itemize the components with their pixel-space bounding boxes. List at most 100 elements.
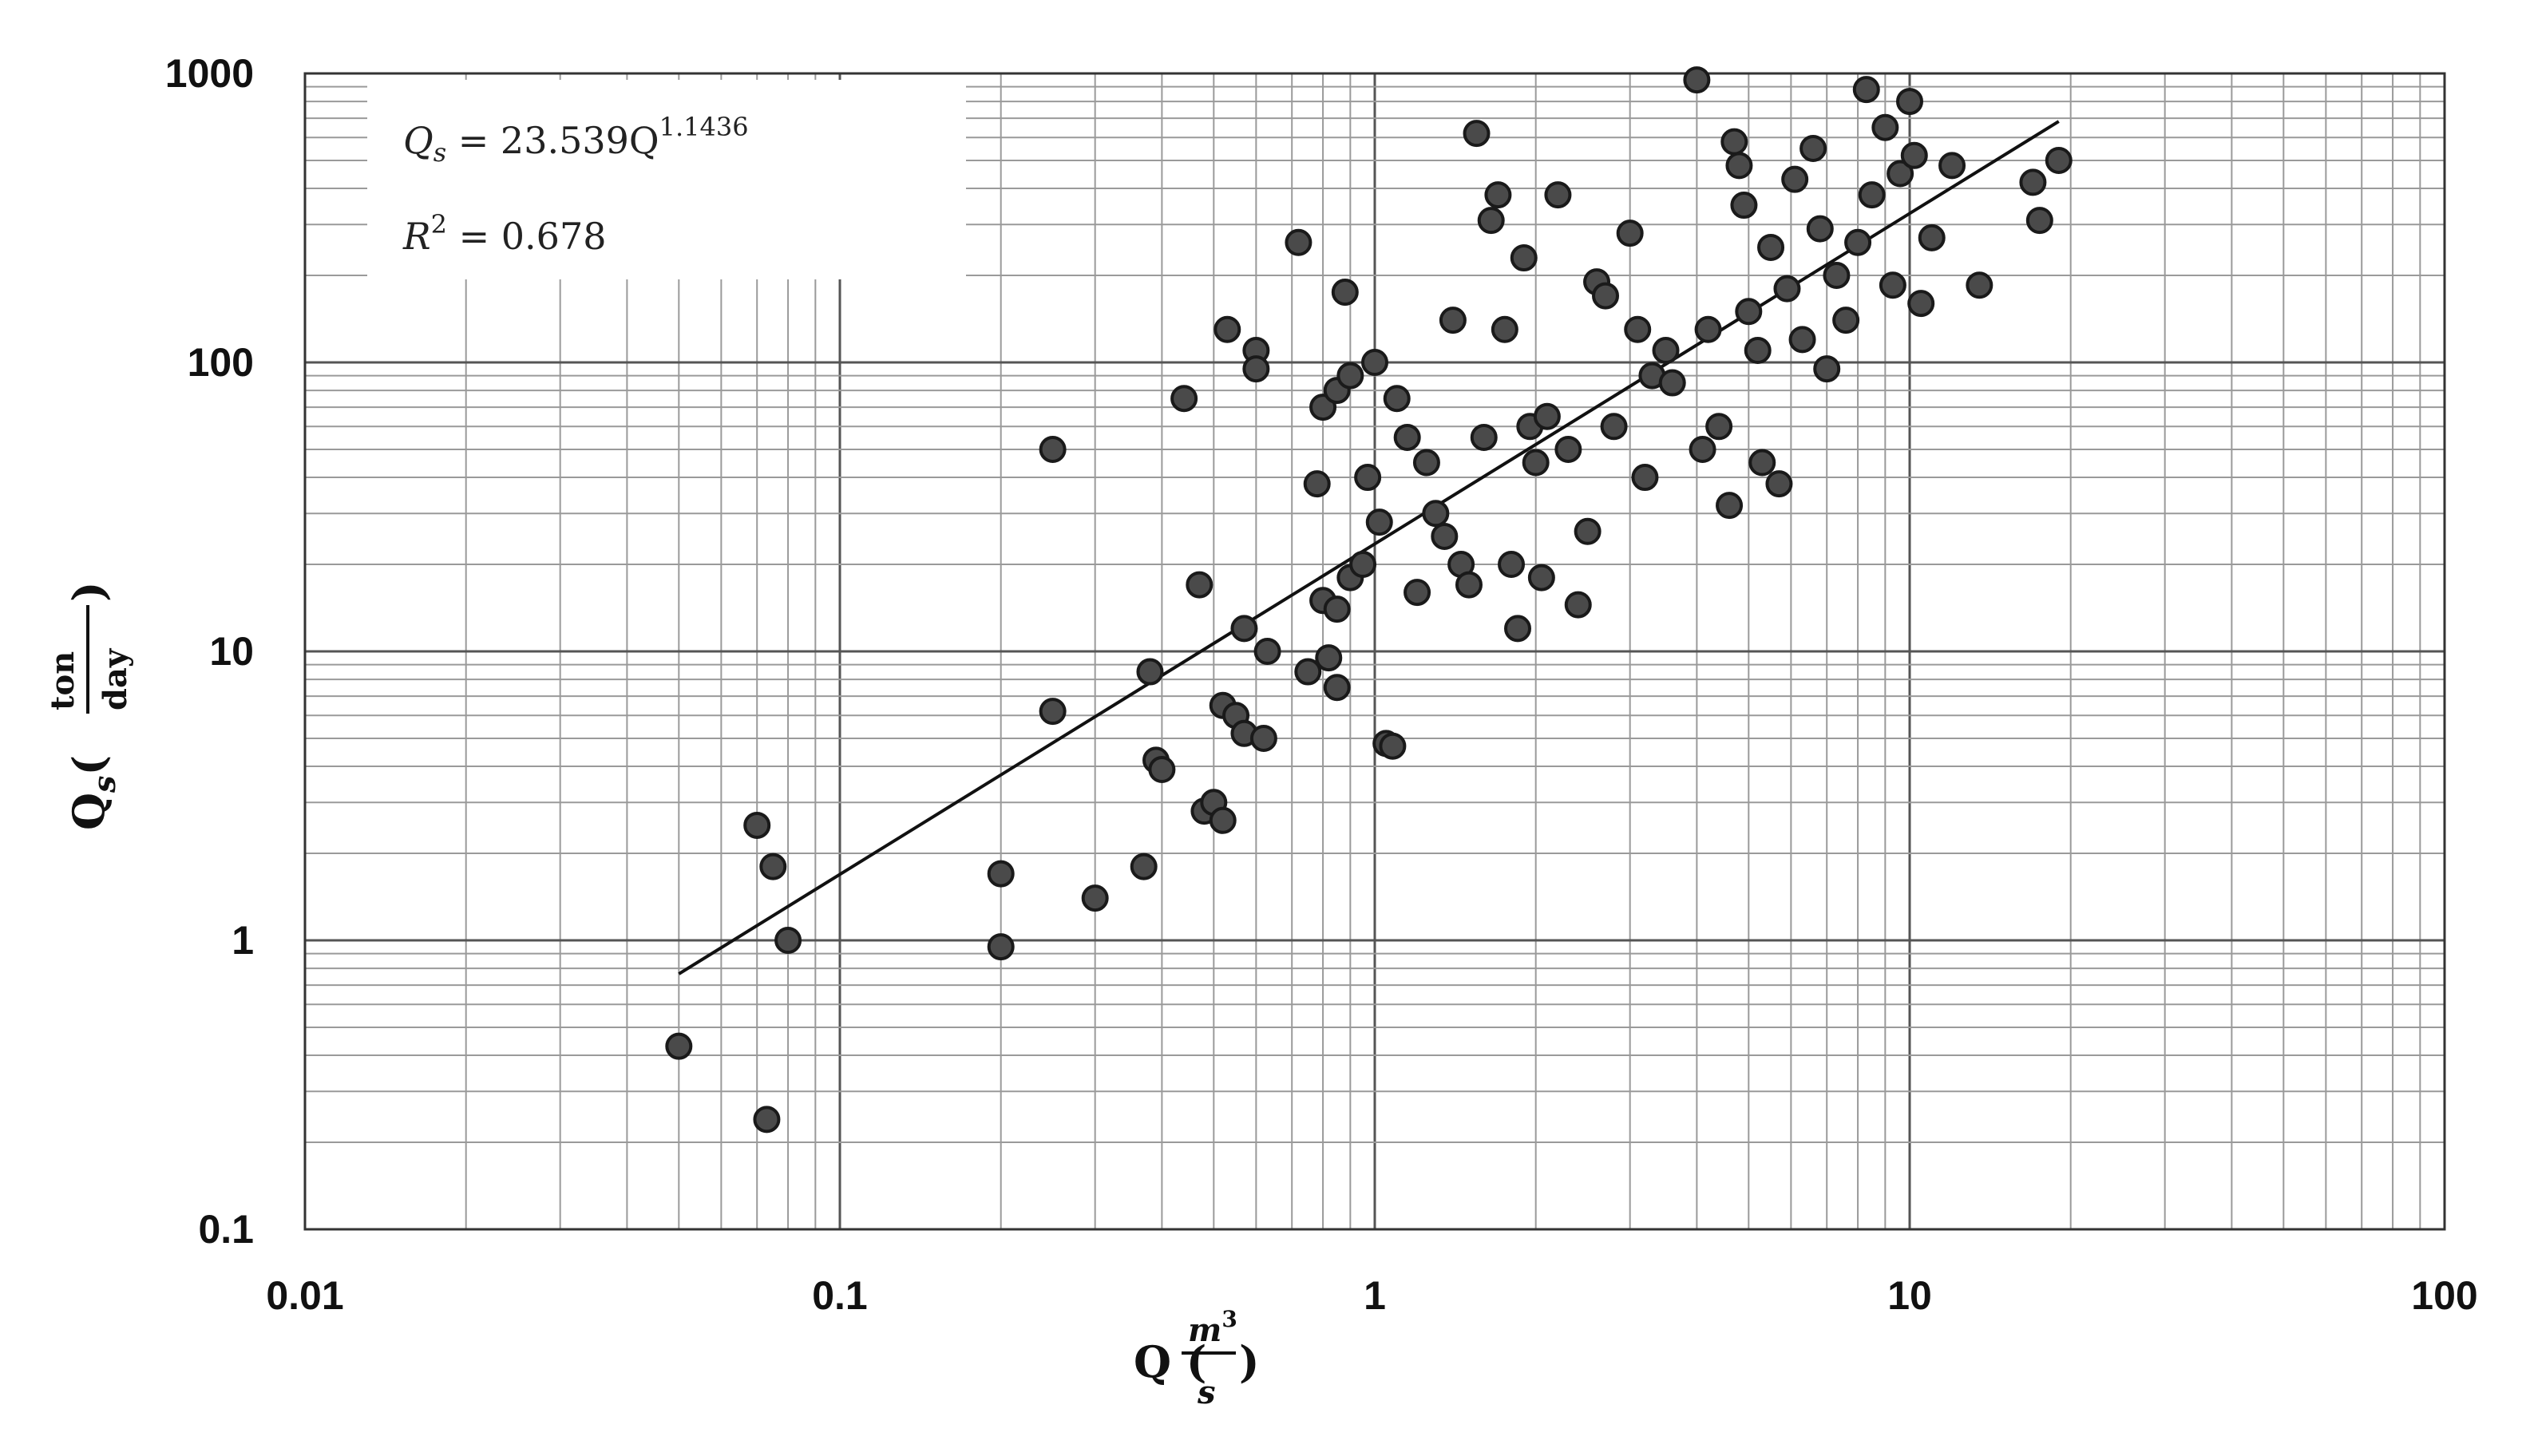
data-point bbox=[1720, 128, 1748, 156]
data-point bbox=[1477, 207, 1505, 235]
y-tick-label: 10 bbox=[209, 629, 254, 674]
data-point bbox=[1624, 315, 1652, 343]
data-point bbox=[1081, 884, 1109, 912]
data-point bbox=[1522, 449, 1550, 477]
data-point bbox=[1303, 470, 1331, 498]
svg-text:m3: m3 bbox=[1188, 1306, 1237, 1349]
data-point bbox=[1331, 279, 1359, 307]
data-point bbox=[1823, 262, 1851, 290]
data-point bbox=[1422, 500, 1450, 528]
x-tick-label: 10 bbox=[1887, 1273, 1932, 1318]
data-point bbox=[1631, 464, 1659, 492]
x-axis-label: Q ( m3 s ) bbox=[1134, 1306, 1260, 1411]
r-squared-text: R2 = 0.678 bbox=[402, 209, 606, 258]
data-point bbox=[1813, 355, 1841, 383]
data-point bbox=[1574, 517, 1602, 545]
data-point bbox=[1504, 615, 1532, 643]
data-point bbox=[1694, 315, 1722, 343]
equation-box: Qs = 23.539Q1.1436 R2 = 0.678 bbox=[367, 80, 966, 279]
data-point bbox=[774, 927, 802, 954]
data-point bbox=[743, 811, 771, 839]
data-point bbox=[1705, 413, 1733, 441]
data-point bbox=[1253, 638, 1281, 665]
data-point bbox=[1781, 165, 1809, 193]
data-point bbox=[1788, 326, 1816, 354]
data-point bbox=[1683, 66, 1711, 94]
y-tick-label: 0.1 bbox=[198, 1207, 254, 1252]
data-point bbox=[1285, 228, 1312, 256]
data-point bbox=[1379, 732, 1407, 760]
data-point bbox=[1735, 298, 1763, 326]
data-point bbox=[1938, 152, 1966, 180]
data-point bbox=[1533, 402, 1561, 430]
data-point bbox=[1773, 275, 1801, 303]
data-point bbox=[1431, 522, 1459, 550]
data-point bbox=[1455, 571, 1483, 599]
data-point bbox=[2045, 146, 2073, 174]
tick-labels: 0.01 0.1 1 10 100 0.1 1 10 100 1000 bbox=[165, 51, 2478, 1318]
data-point bbox=[1315, 644, 1343, 672]
data-point bbox=[1900, 141, 1928, 169]
data-point bbox=[1439, 307, 1467, 334]
data-point bbox=[1887, 160, 1914, 188]
data-point bbox=[1844, 228, 1872, 256]
data-point bbox=[1918, 224, 1946, 251]
data-point bbox=[1616, 220, 1644, 247]
data-point bbox=[1966, 271, 1993, 299]
data-point bbox=[1748, 449, 1776, 477]
data-point bbox=[1799, 134, 1827, 162]
data-point bbox=[1725, 152, 1753, 180]
svg-text:s: s bbox=[1197, 1374, 1216, 1411]
trendline-group bbox=[678, 120, 2060, 975]
data-point bbox=[1858, 181, 1886, 209]
data-point bbox=[759, 853, 787, 880]
trendline bbox=[678, 120, 2060, 975]
x-tick-label: 1 bbox=[1364, 1273, 1386, 1318]
data-point bbox=[1527, 564, 1555, 592]
data-point bbox=[1744, 337, 1772, 365]
data-point bbox=[665, 1032, 693, 1060]
y-tick-label: 1000 bbox=[165, 51, 254, 96]
data-point bbox=[1658, 369, 1686, 397]
data-point bbox=[1361, 349, 1388, 376]
x-tick-label: 100 bbox=[2411, 1273, 2477, 1318]
data-point bbox=[1765, 470, 1793, 498]
x-tick-label: 0.01 bbox=[266, 1273, 343, 1318]
data-point bbox=[1896, 88, 1923, 116]
data-point bbox=[1852, 76, 1880, 104]
data-point bbox=[1383, 385, 1411, 413]
data-point bbox=[1716, 492, 1744, 520]
data-point bbox=[1249, 724, 1277, 752]
data-point bbox=[1879, 271, 1906, 299]
data-point bbox=[1170, 385, 1198, 413]
data-point bbox=[1336, 362, 1364, 390]
data-point bbox=[1230, 615, 1258, 643]
data-point bbox=[1393, 423, 1421, 451]
svg-text:): ) bbox=[63, 581, 114, 602]
data-point bbox=[1689, 435, 1716, 463]
svg-text:): ) bbox=[1239, 1336, 1260, 1387]
data-points bbox=[665, 66, 2073, 1134]
data-point bbox=[753, 1106, 781, 1134]
data-point bbox=[1242, 355, 1270, 383]
data-point bbox=[1871, 113, 1899, 141]
data-point bbox=[1039, 435, 1067, 463]
data-point bbox=[1039, 698, 1067, 726]
data-point bbox=[1294, 658, 1322, 686]
data-point bbox=[1498, 551, 1526, 579]
data-point bbox=[1564, 591, 1592, 619]
data-point bbox=[1412, 449, 1440, 477]
y-tick-label: 100 bbox=[188, 340, 254, 385]
data-point bbox=[1757, 233, 1785, 261]
data-point bbox=[1136, 658, 1164, 686]
data-point bbox=[1463, 120, 1491, 148]
svg-text:ton: ton bbox=[44, 651, 81, 710]
data-point bbox=[1214, 315, 1241, 343]
data-point bbox=[1209, 806, 1237, 834]
data-point bbox=[1323, 674, 1351, 702]
data-point bbox=[1349, 551, 1377, 579]
data-point bbox=[1806, 215, 1834, 243]
equation-text: Qs = 23.539Q1.1436 bbox=[403, 112, 749, 168]
data-point bbox=[1554, 435, 1582, 463]
